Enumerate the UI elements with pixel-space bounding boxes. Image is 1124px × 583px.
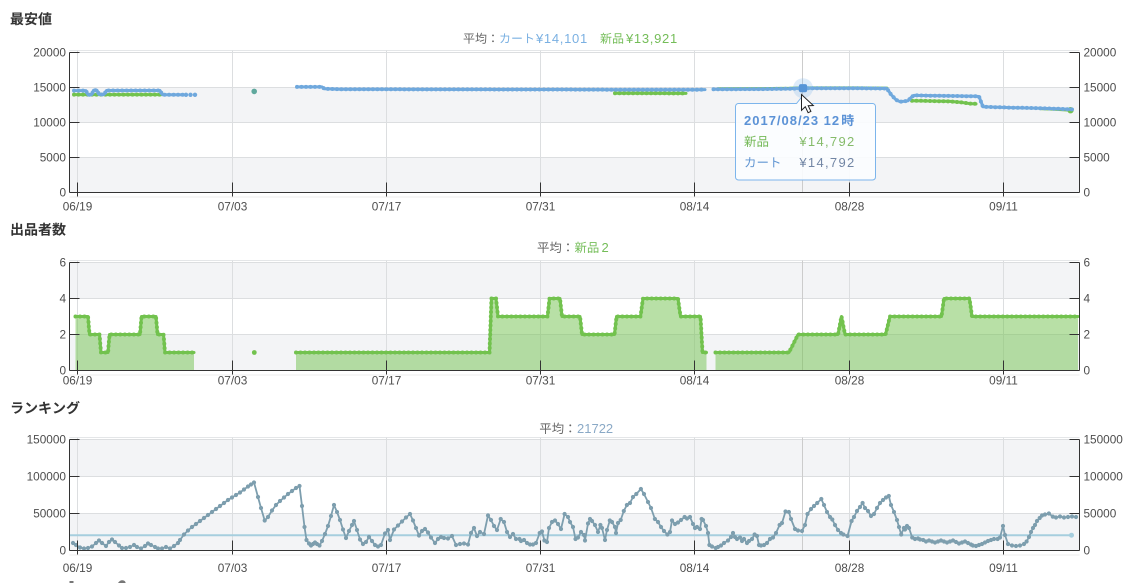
svg-text:0: 0 xyxy=(1084,364,1091,378)
svg-text:2017/08/23 12: 2017/08/23 12 xyxy=(744,113,840,128)
svg-text:150000: 150000 xyxy=(1084,433,1124,447)
svg-text:09/11: 09/11 xyxy=(989,374,1018,388)
svg-text:07/31: 07/31 xyxy=(526,200,556,214)
svg-text:0: 0 xyxy=(59,186,66,200)
svg-text:6: 6 xyxy=(1084,256,1091,270)
svg-text:0: 0 xyxy=(59,544,66,558)
svg-text:¥14,792: ¥14,792 xyxy=(798,134,855,149)
svg-text:10000: 10000 xyxy=(1084,116,1117,130)
svg-text:50000: 50000 xyxy=(1084,507,1117,521)
svg-text:07/03: 07/03 xyxy=(218,200,248,214)
svg-text:07/31: 07/31 xyxy=(526,374,556,388)
svg-text:07/17: 07/17 xyxy=(372,561,402,575)
svg-text:6: 6 xyxy=(59,256,66,270)
svg-text:07/03: 07/03 xyxy=(218,561,248,575)
svg-text:100000: 100000 xyxy=(1084,470,1124,484)
svg-text:4: 4 xyxy=(59,292,66,306)
svg-text:07/17: 07/17 xyxy=(372,374,402,388)
svg-text:¥14,101: ¥14,101 xyxy=(535,31,588,46)
svg-text:2: 2 xyxy=(59,328,66,342)
svg-text:07/31: 07/31 xyxy=(526,561,556,575)
svg-text:08/14: 08/14 xyxy=(680,374,710,388)
svg-text:07/03: 07/03 xyxy=(218,374,248,388)
svg-text:20000: 20000 xyxy=(33,46,66,60)
svg-text:08/14: 08/14 xyxy=(680,200,710,214)
svg-text:08/14: 08/14 xyxy=(680,561,710,575)
svg-text:06/19: 06/19 xyxy=(63,200,93,214)
svg-text:06/19: 06/19 xyxy=(63,374,93,388)
svg-text:06/19: 06/19 xyxy=(63,561,93,575)
svg-text:4: 4 xyxy=(1084,292,1091,306)
svg-text:08/28: 08/28 xyxy=(835,200,865,214)
svg-text:15000: 15000 xyxy=(33,81,66,95)
svg-text:50000: 50000 xyxy=(33,507,66,521)
svg-text:¥14,792: ¥14,792 xyxy=(798,155,855,170)
svg-text:5000: 5000 xyxy=(40,151,67,165)
svg-text:08/28: 08/28 xyxy=(835,561,865,575)
svg-text:09/11: 09/11 xyxy=(989,561,1018,575)
svg-text:10000: 10000 xyxy=(33,116,66,130)
svg-text:¥13,921: ¥13,921 xyxy=(625,31,678,46)
svg-text:09/11: 09/11 xyxy=(989,200,1018,214)
svg-text:150000: 150000 xyxy=(27,433,67,447)
svg-text:2: 2 xyxy=(602,240,609,255)
svg-text:0: 0 xyxy=(59,364,66,378)
svg-text:0: 0 xyxy=(1084,544,1091,558)
svg-text:5000: 5000 xyxy=(1084,151,1111,165)
svg-text:0: 0 xyxy=(1084,186,1091,200)
svg-text:21722: 21722 xyxy=(577,421,613,436)
svg-text:15000: 15000 xyxy=(1084,81,1117,95)
svg-text:100000: 100000 xyxy=(27,470,67,484)
svg-text:2: 2 xyxy=(1084,328,1091,342)
svg-text:20000: 20000 xyxy=(1084,46,1117,60)
svg-text:07/17: 07/17 xyxy=(372,200,402,214)
svg-text:08/28: 08/28 xyxy=(835,374,865,388)
